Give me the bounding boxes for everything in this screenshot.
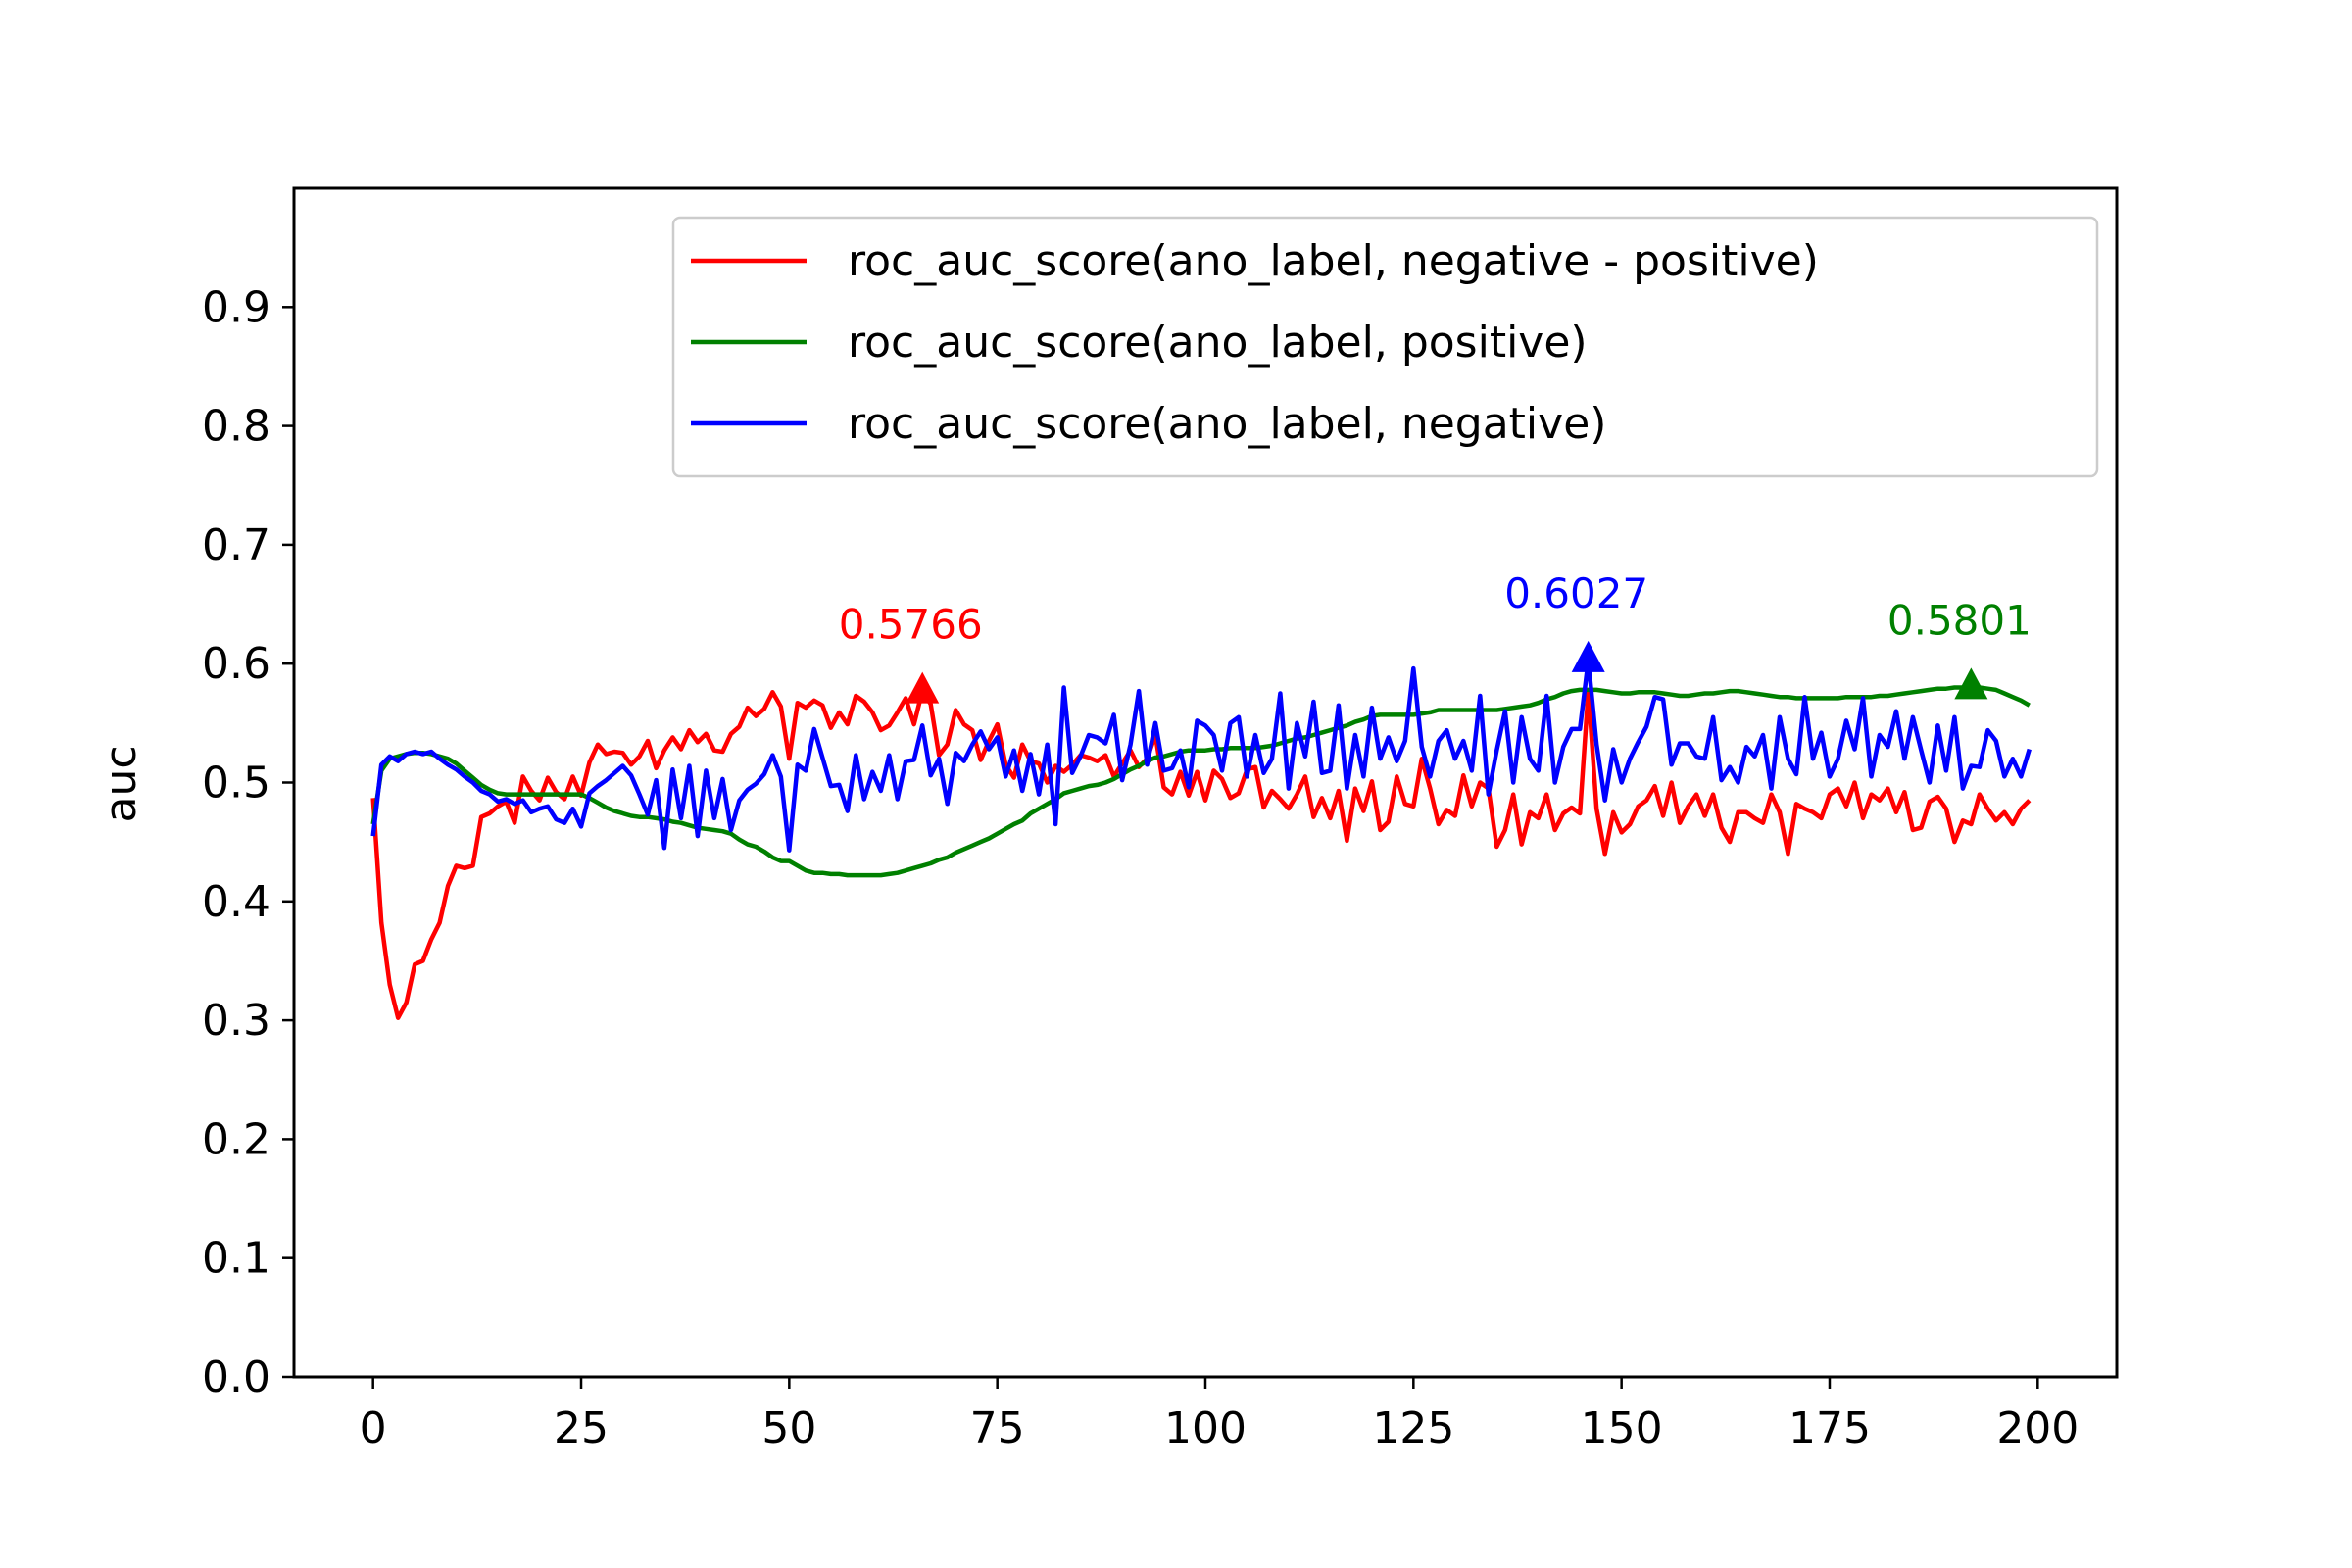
y-tick-label: 0.2: [202, 1114, 270, 1164]
series-line-2: [370, 685, 2031, 878]
y-tick-label: 0.7: [202, 520, 270, 570]
y-tick-label: 0.5: [202, 759, 270, 808]
peak-label-2: 0.5801: [1887, 596, 2032, 644]
legend-label-3: roc_auc_score(ano_label, negative): [848, 399, 1606, 449]
peak-marker-1: [906, 671, 940, 704]
x-tick-label: 75: [970, 1403, 1025, 1453]
x-tick-label: 50: [761, 1403, 816, 1453]
y-axis: 0.0 0.1 0.2 0.3 0.4 0.5 0.6 0.7 0.8 0.9: [202, 282, 294, 1402]
y-tick-label: 0.4: [202, 877, 270, 927]
plot-area: [370, 658, 2032, 1020]
peak-label-3: 0.6027: [1504, 569, 1648, 617]
y-tick-label: 0.8: [202, 402, 270, 452]
y-axis-label: auc: [96, 745, 146, 822]
series-line-1: [370, 688, 2032, 1020]
peak-label-1: 0.5766: [839, 601, 983, 649]
legend-label-2: roc_auc_score(ano_label, positive): [848, 318, 1588, 368]
x-tick-label: 200: [1996, 1403, 2079, 1453]
x-tick-label: 25: [554, 1403, 609, 1453]
x-tick-label: 150: [1581, 1403, 1663, 1453]
y-tick-label: 0.3: [202, 996, 270, 1046]
y-tick-label: 0.6: [202, 639, 270, 689]
legend-label-1: roc_auc_score(ano_label, negative - posi…: [848, 236, 1819, 286]
series-line-3: [370, 658, 2032, 853]
x-tick-label: 125: [1372, 1403, 1454, 1453]
y-tick-label: 0.0: [202, 1352, 270, 1402]
x-axis: 0 25 50 75 100 125 150 175 200: [360, 1377, 2079, 1453]
y-tick-label: 0.1: [202, 1234, 270, 1284]
peak-marker-3: [1571, 640, 1605, 672]
y-tick-label: 0.9: [202, 282, 270, 332]
legend: roc_auc_score(ano_label, negative - posi…: [671, 216, 2099, 478]
x-tick-label: 175: [1788, 1403, 1871, 1453]
legend-box: [671, 216, 2099, 478]
peak-marker-2: [1954, 667, 1988, 700]
x-tick-label: 100: [1164, 1403, 1247, 1453]
peak-annotations: 0.5766 0.5801 0.6027: [839, 569, 2032, 704]
x-tick-label: 0: [360, 1403, 387, 1453]
